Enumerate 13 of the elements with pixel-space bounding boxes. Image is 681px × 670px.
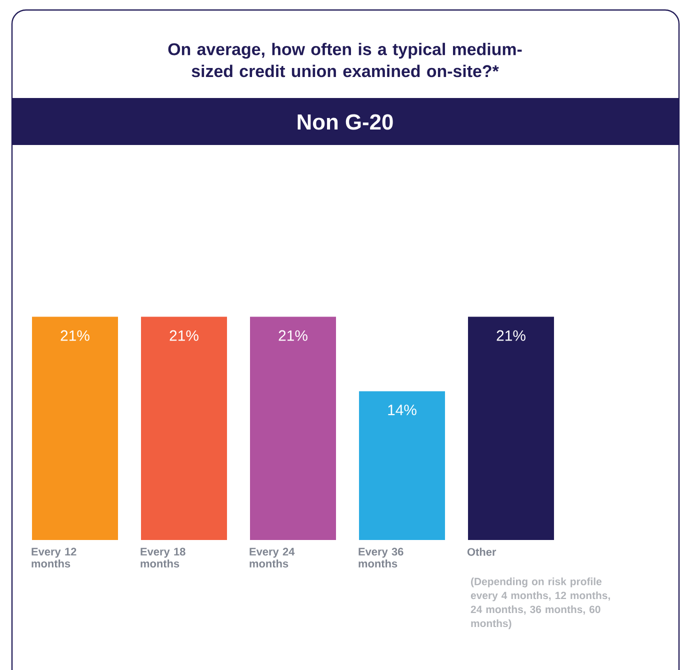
data-label: 21% (170, 330, 198, 341)
x-tick-label: Every 36 months (358, 548, 404, 568)
data-label: 21% (60, 330, 90, 341)
data-label: 21% (278, 330, 308, 341)
data-label: 14% (388, 404, 416, 416)
data-label: 21% (496, 330, 526, 341)
text: (Depending on risk profile every 4 months, 12 months, 24 months, 36 months, 60 months) (470, 578, 610, 630)
x-tick-label: Every 24 months (250, 548, 295, 568)
x-tick-label: Every 18 months (140, 548, 186, 568)
x-tick-label: Every 12 months (32, 548, 76, 568)
chart-subtitle: Non G-20 (298, 114, 393, 130)
chart-title: On average, how often is a typical medium-sized credit union examined on-site?* (168, 42, 522, 78)
x-tick-label: Other (467, 548, 496, 556)
